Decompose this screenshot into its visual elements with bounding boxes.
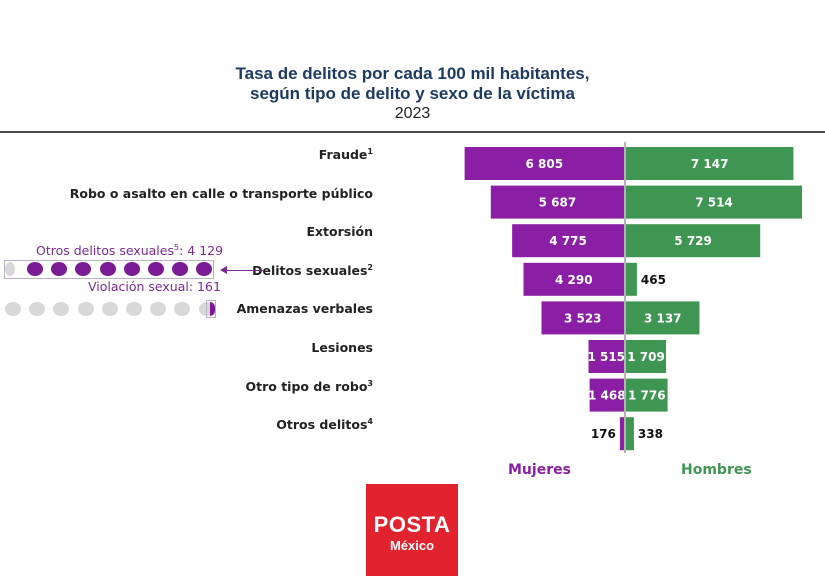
legend-hombres: Hombres xyxy=(681,462,752,478)
label-mujeres-4: 3 523 xyxy=(564,311,602,325)
purple-dot xyxy=(27,262,43,276)
bar-mujeres-7 xyxy=(619,417,624,451)
category-name: Extorsión xyxy=(306,224,373,240)
bar-hombres-4 xyxy=(626,301,700,335)
bar-hombres-3 xyxy=(626,262,637,296)
category-footnote: 3 xyxy=(367,378,373,388)
label-mujeres-7: 176 xyxy=(591,427,616,441)
other-sexual-crimes-label: Otros delitos sexuales xyxy=(36,243,174,259)
other-sexual-crimes-footnote: 5 xyxy=(173,243,180,252)
label-hombres-6: 1 776 xyxy=(628,389,666,403)
chart-title-line2: según tipo de delito y sexo de la víctim… xyxy=(250,84,575,103)
rape-sliver xyxy=(210,302,215,316)
label-hombres-2: 5 729 xyxy=(674,234,712,248)
gray-dot xyxy=(101,302,118,316)
other-sexual-crimes-annotation: Otros delitos sexuales5: 4 129 xyxy=(36,243,223,258)
purple-dot xyxy=(148,262,164,276)
purple-dot xyxy=(172,262,189,276)
category-name: Otros delitos xyxy=(276,417,368,433)
category-name: Fraude xyxy=(318,147,368,163)
category-label-3: Delitos sexuales2 xyxy=(252,263,373,278)
title-divider xyxy=(0,131,825,133)
label-hombres-1: 7 514 xyxy=(695,196,733,210)
logo-main-text: POSTA xyxy=(373,512,451,537)
bar-hombres-5 xyxy=(626,340,667,373)
category-label-6: Otro tipo de robo3 xyxy=(246,379,374,394)
other-sexual-crimes-value: : 4 129 xyxy=(179,243,224,259)
bar-mujeres-5 xyxy=(588,340,624,373)
category-label-1: Robo o asalto en calle o transporte públ… xyxy=(70,186,373,201)
label-hombres-0: 7 147 xyxy=(691,157,729,171)
partial-dot xyxy=(5,262,15,276)
bar-mujeres-3 xyxy=(523,262,624,296)
bar-mujeres-6 xyxy=(589,378,624,412)
label-hombres-3: 465 xyxy=(641,273,666,287)
category-name: Robo o asalto en calle o transporte públ… xyxy=(69,185,373,201)
bar-mujeres-2 xyxy=(512,224,624,258)
annotation-arrow-icon xyxy=(220,266,227,274)
category-label-0: Fraude1 xyxy=(319,147,373,162)
label-mujeres-0: 6 805 xyxy=(526,157,564,171)
category-name: Otro tipo de robo xyxy=(245,378,368,394)
rape-box xyxy=(206,300,216,318)
bar-hombres-7 xyxy=(626,417,634,451)
gray-dot xyxy=(150,302,167,316)
category-label-4: Amenazas verbales xyxy=(237,301,373,316)
category-footnote: 2 xyxy=(367,262,373,272)
chart-title-block: Tasa de delitos por cada 100 mil habitan… xyxy=(0,64,825,124)
bar-hombres-6 xyxy=(626,378,668,412)
category-name: Delitos sexuales xyxy=(252,262,368,278)
label-hombres-5: 1 709 xyxy=(627,350,665,364)
category-footnote: 1 xyxy=(367,147,373,156)
category-label-5: Lesiones xyxy=(311,340,373,355)
gray-dot xyxy=(53,302,70,316)
label-mujeres-6: 1 468 xyxy=(588,389,626,403)
legend-mujeres: Mujeres xyxy=(508,462,571,478)
bar-mujeres-1 xyxy=(490,185,624,219)
category-label-2: Extorsión xyxy=(306,224,373,239)
posta-logo: POSTA México xyxy=(366,484,458,576)
purple-dot xyxy=(99,262,116,276)
annotation-arrow-line xyxy=(226,270,264,271)
gray-dot xyxy=(77,302,94,316)
bar-hombres-1 xyxy=(626,185,802,219)
gray-dot xyxy=(5,302,21,316)
bar-mujeres-0 xyxy=(464,147,624,180)
purple-dot xyxy=(75,262,92,276)
label-mujeres-3: 4 290 xyxy=(555,273,593,287)
sexual-crimes-dots-box xyxy=(4,260,214,279)
purple-dot xyxy=(51,262,68,276)
category-label-7: Otros delitos4 xyxy=(276,417,373,432)
rape-annotation: Violación sexual: 161 xyxy=(88,279,221,294)
purple-dot xyxy=(196,262,213,276)
gray-dot xyxy=(126,302,142,316)
category-footnote: 4 xyxy=(367,417,373,427)
chart-year: 2023 xyxy=(394,105,431,122)
label-hombres-4: 3 137 xyxy=(644,311,682,325)
chart-title-line1: Tasa de delitos por cada 100 mil habitan… xyxy=(235,64,590,83)
label-mujeres-1: 5 687 xyxy=(539,196,577,210)
gray-dot xyxy=(174,302,191,316)
bar-hombres-2 xyxy=(626,224,761,258)
bar-hombres-0 xyxy=(626,147,794,180)
label-mujeres-5: 1 515 xyxy=(587,350,625,364)
label-hombres-7: 338 xyxy=(638,427,663,441)
category-name: Amenazas verbales xyxy=(236,301,373,317)
label-mujeres-2: 4 775 xyxy=(549,234,587,248)
gray-dot xyxy=(29,302,46,316)
purple-dot xyxy=(123,262,140,276)
logo-sub-text: México xyxy=(389,538,435,553)
category-name: Lesiones xyxy=(311,340,373,355)
bar-mujeres-4 xyxy=(541,301,624,335)
